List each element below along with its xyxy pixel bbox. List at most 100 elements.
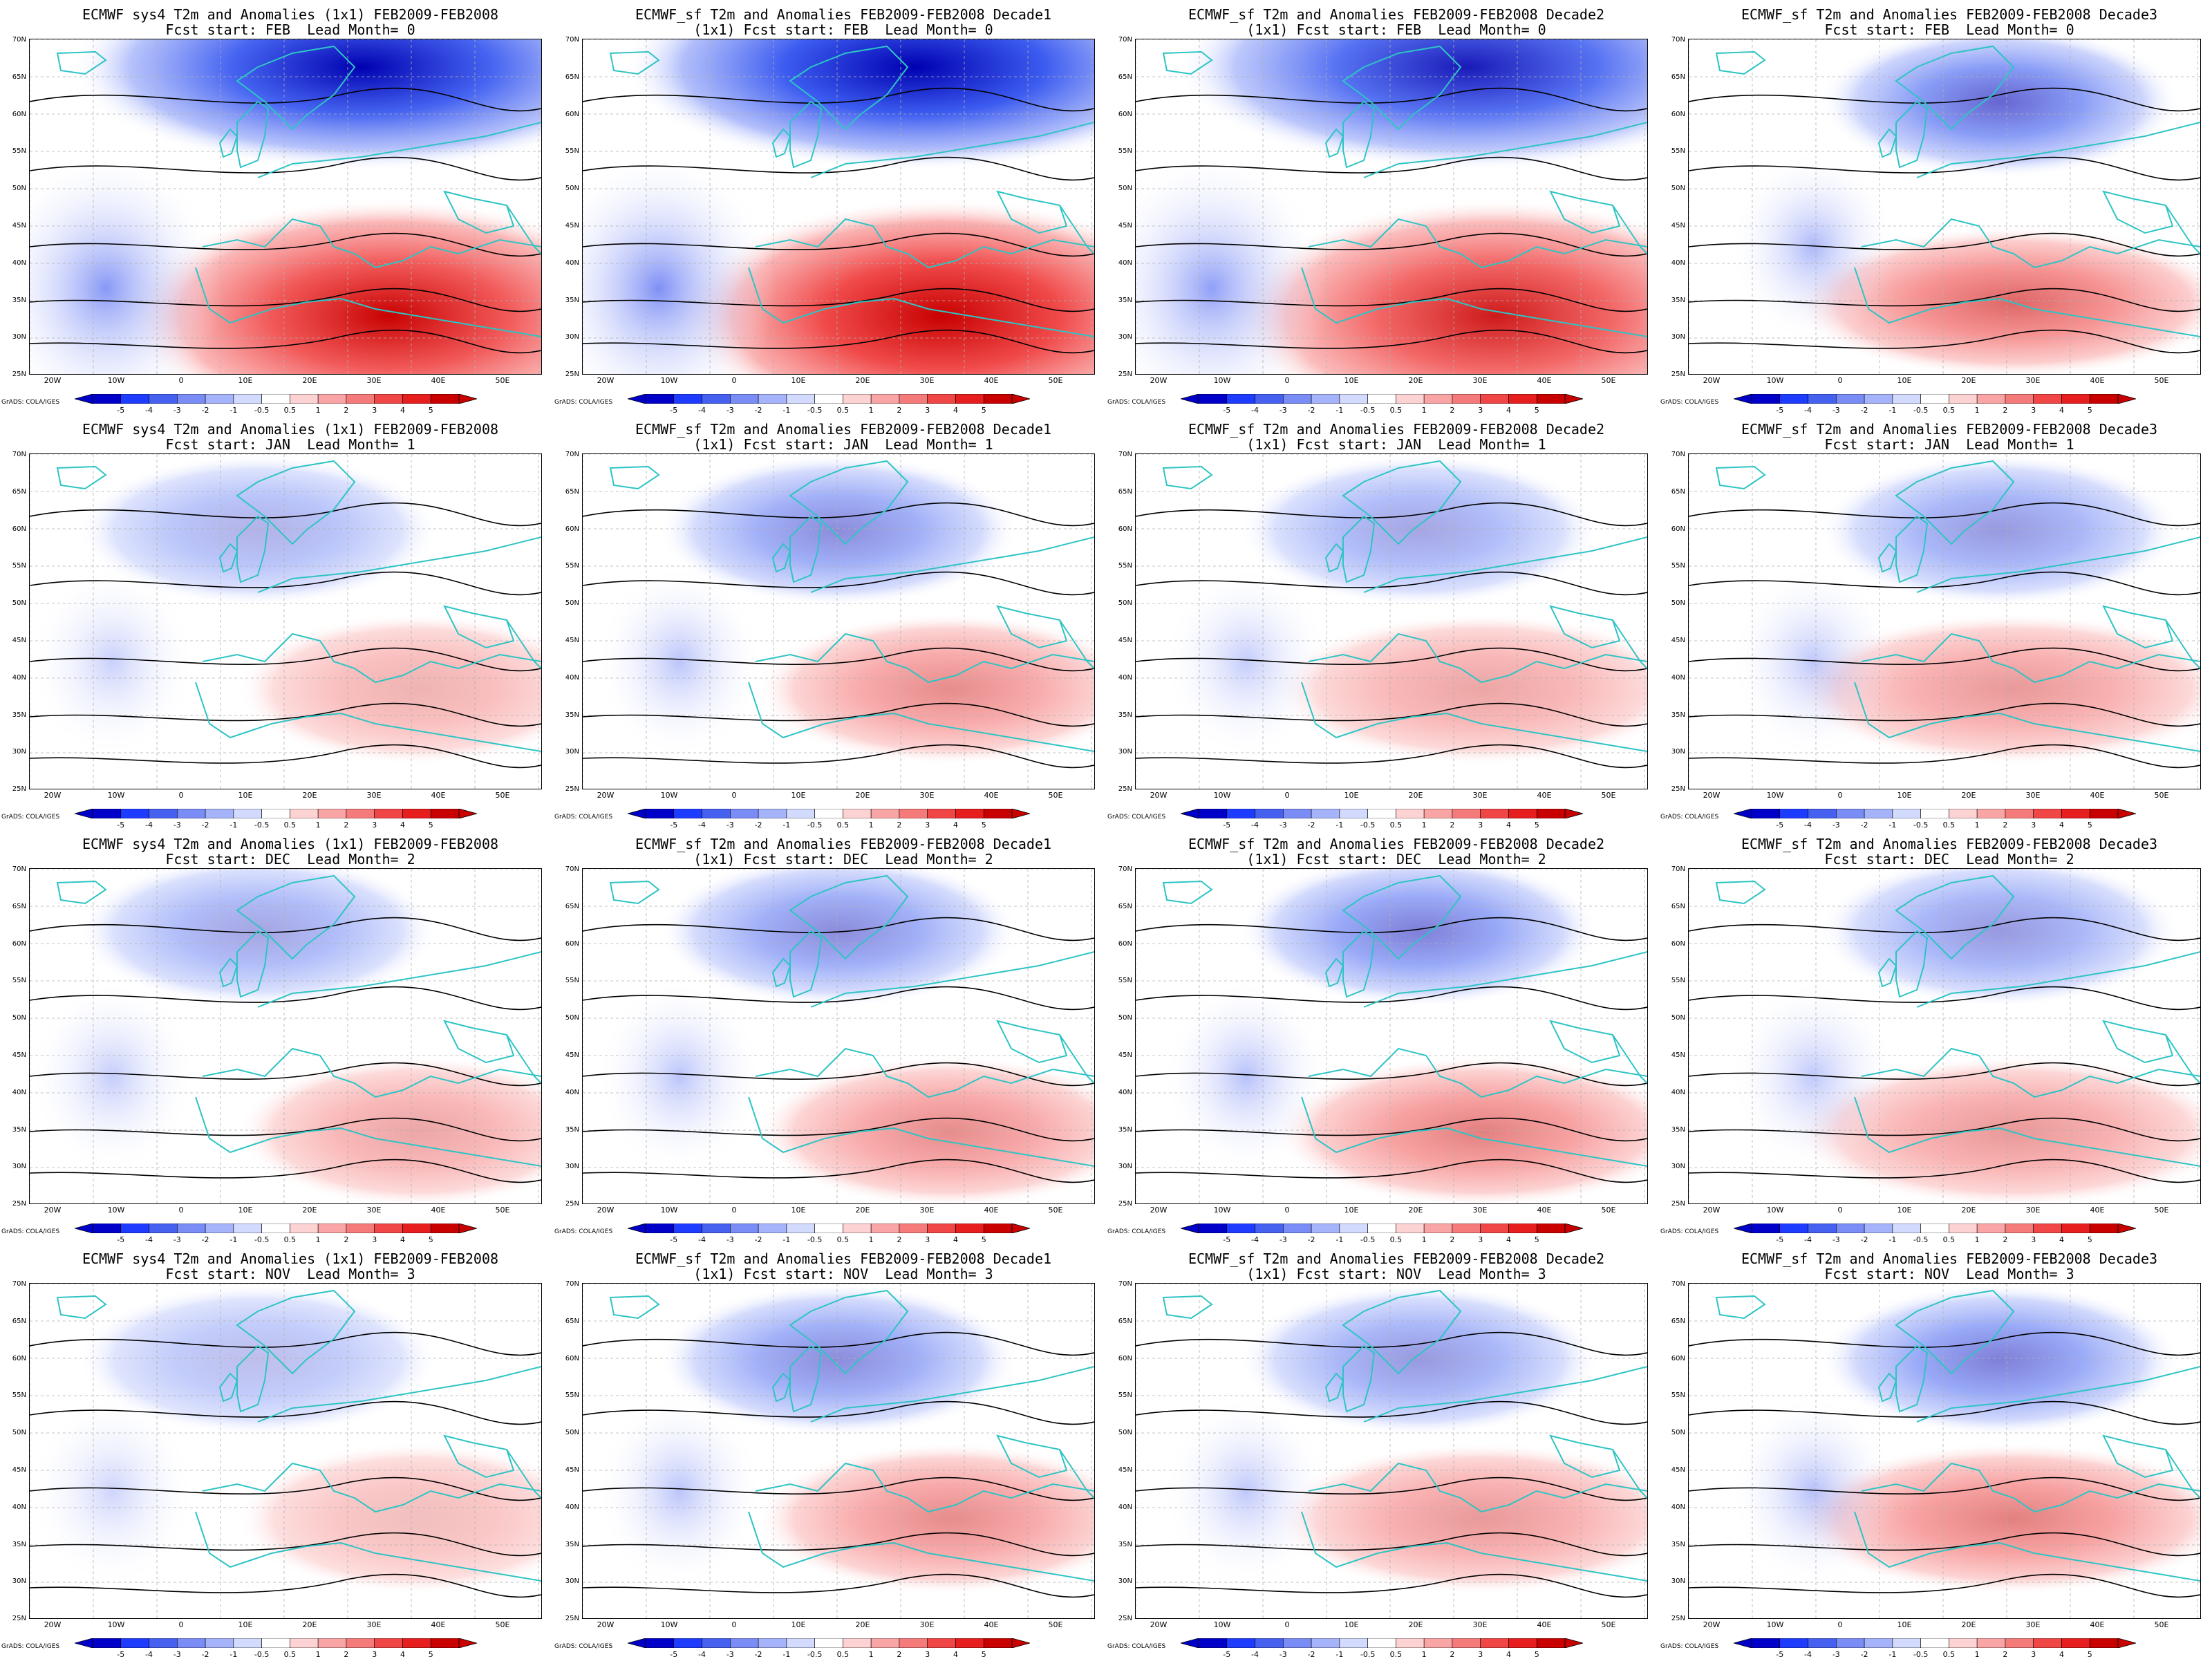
latitude-label: 60N bbox=[1671, 525, 1685, 533]
panel-subtitle: Fcst start: JAN Lead Month= 1 bbox=[1824, 436, 2074, 453]
temperature-contour bbox=[1689, 571, 2200, 596]
temperature-contour bbox=[1136, 647, 1647, 672]
grads-credit: GrADS: COLA/IGES bbox=[1, 814, 60, 821]
latitude-label: 60N bbox=[565, 939, 579, 948]
latitude-label: 50N bbox=[12, 185, 26, 193]
colorbar-arrow-right bbox=[458, 809, 477, 818]
coastline bbox=[1877, 543, 1897, 573]
latitude-label: 35N bbox=[12, 1125, 26, 1134]
temperature-contour bbox=[1136, 1159, 1647, 1183]
temperature-contour bbox=[583, 744, 1094, 769]
latitude-label: 60N bbox=[12, 939, 26, 948]
grads-credit: GrADS: COLA/IGES bbox=[1, 399, 60, 406]
colorbar-tick-label: 5 bbox=[1534, 1235, 1539, 1244]
colorbar-segment bbox=[1808, 1224, 1837, 1233]
colorbar-tick-label: 5 bbox=[1534, 1650, 1539, 1659]
latitude-label: 25N bbox=[1118, 371, 1132, 379]
latitude-label: 50N bbox=[565, 1014, 579, 1022]
temperature-contour bbox=[1689, 744, 2200, 769]
colorbar-tick-label: -0.5 bbox=[1360, 1650, 1376, 1659]
longitude-label: 20W bbox=[1703, 376, 1721, 385]
longitude-label: 30E bbox=[366, 1620, 382, 1629]
longitude-label: 50E bbox=[2154, 791, 2169, 800]
temperature-contour bbox=[1136, 1400, 1647, 1425]
latitude-label: 70N bbox=[12, 451, 26, 458]
colorbar-segment bbox=[2005, 394, 2034, 404]
colorbar-tick-label: 2 bbox=[344, 1650, 349, 1659]
colorbar-segment bbox=[983, 1224, 1013, 1233]
colorbar-segment bbox=[1536, 394, 1566, 404]
latitude-label: 50N bbox=[12, 1429, 26, 1437]
latitude-label: 65N bbox=[565, 902, 579, 910]
colorbar-segment bbox=[1423, 1638, 1453, 1648]
longitude-label: 50E bbox=[1048, 376, 1063, 385]
colorbar-segment bbox=[730, 1638, 759, 1648]
colorbar-tick-label: -4 bbox=[145, 1235, 153, 1244]
anomaly-map bbox=[29, 453, 542, 789]
panel-subtitle: (1x1) Fcst start: FEB Lead Month= 0 bbox=[693, 21, 993, 38]
map-panel: ECMWF_sf T2m and Anomalies FEB2009-FEB20… bbox=[1106, 415, 1659, 830]
colorbar-tick-label: 0.5 bbox=[836, 1650, 850, 1659]
temperature-contour bbox=[583, 1117, 1094, 1142]
colorbar-segment bbox=[673, 809, 702, 818]
latitude-label: 30N bbox=[12, 1163, 26, 1171]
coastline bbox=[1162, 50, 1213, 75]
temperature-contour bbox=[1136, 288, 1647, 312]
colorbar-segment bbox=[2061, 1638, 2090, 1648]
colorbar-tick-label: -0.5 bbox=[254, 1235, 270, 1244]
longitude-label: 20E bbox=[855, 1620, 870, 1629]
colorbar-tick-label: -3 bbox=[1832, 406, 1840, 415]
coastline bbox=[218, 128, 238, 158]
latitude-label: 60N bbox=[1671, 939, 1685, 948]
colorbar-segment bbox=[1255, 394, 1284, 404]
coastline bbox=[1895, 1344, 1929, 1413]
colorbar-segment bbox=[120, 1224, 149, 1233]
colorbar-segment bbox=[233, 1224, 262, 1233]
longitude-label: 30E bbox=[366, 376, 382, 385]
warm-anomaly-region bbox=[756, 1056, 1094, 1203]
coastline bbox=[1877, 1372, 1897, 1403]
coastline bbox=[218, 543, 238, 573]
panel-title: ECMWF sys4 T2m and Anomalies (1x1) FEB20… bbox=[82, 1250, 499, 1267]
longitude-label: 20W bbox=[1150, 376, 1168, 385]
colorbar-segment bbox=[1452, 1638, 1481, 1648]
temperature-contour bbox=[583, 571, 1094, 596]
colorbar-tick-label: 1 bbox=[868, 821, 874, 830]
warm-anomaly-region bbox=[237, 1056, 541, 1203]
colorbar-segment bbox=[346, 809, 375, 818]
colorbar-segment bbox=[1255, 809, 1284, 818]
colorbar-tick-label: -2 bbox=[201, 821, 209, 830]
longitude-label: 20W bbox=[1703, 791, 1721, 800]
colorbar-tick-label: -3 bbox=[726, 1650, 734, 1659]
anomaly-field bbox=[30, 1284, 541, 1618]
longitude-label: 40E bbox=[2090, 1206, 2105, 1215]
latitude-label: 70N bbox=[1118, 36, 1132, 44]
colorbar-tick-label: 1 bbox=[868, 1235, 874, 1244]
latitude-label: 60N bbox=[1671, 110, 1685, 118]
latitude-label: 65N bbox=[1118, 73, 1132, 81]
colorbar-segment bbox=[983, 394, 1013, 404]
coastline bbox=[195, 1096, 541, 1167]
colorbar-tick-label: 5 bbox=[981, 1650, 986, 1659]
colorbar-segment bbox=[346, 1224, 375, 1233]
temperature-contour bbox=[1136, 917, 1647, 941]
longitude-label: 40E bbox=[1537, 1206, 1552, 1215]
coastline bbox=[1301, 1511, 1647, 1582]
longitude-label: 50E bbox=[495, 791, 510, 800]
latitude-label: 40N bbox=[1118, 259, 1132, 267]
panel-title: ECMWF_sf T2m and Anomalies FEB2009-FEB20… bbox=[1188, 1250, 1605, 1267]
colorbar bbox=[1734, 1638, 2136, 1648]
coastline bbox=[771, 957, 791, 988]
latitude-label: 70N bbox=[565, 36, 579, 44]
longitude-label: 20E bbox=[302, 1620, 317, 1629]
colorbar-segment bbox=[1751, 809, 1781, 818]
longitude-label: 20E bbox=[1961, 1206, 1976, 1215]
longitude-label: 10E bbox=[791, 376, 806, 385]
longitude-label: 0 bbox=[731, 1206, 737, 1215]
colorbar-segment bbox=[673, 1638, 702, 1648]
longitude-label: 0 bbox=[1837, 1206, 1843, 1215]
latitude-label: 70N bbox=[1118, 1280, 1132, 1288]
colorbar-tick-label: -0.5 bbox=[1913, 1650, 1929, 1659]
colorbar-arrow-left bbox=[1181, 1224, 1199, 1233]
colorbar-segment bbox=[814, 1224, 843, 1233]
